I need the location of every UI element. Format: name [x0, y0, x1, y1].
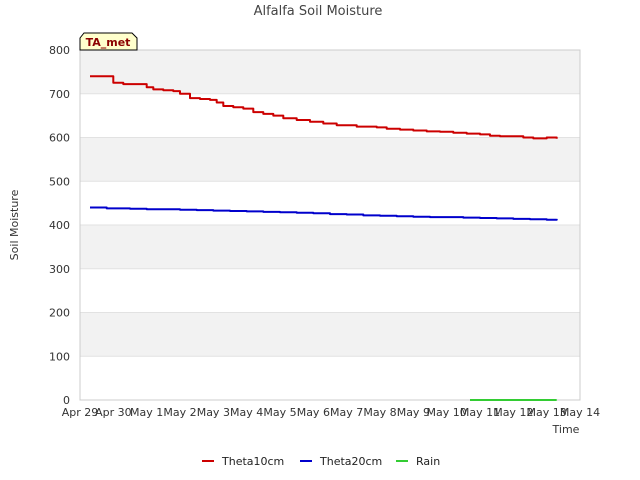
y-tick-label: 800	[49, 44, 70, 57]
series-line-theta10cm	[90, 75, 558, 140]
station-badge-label: TA_met	[86, 36, 131, 49]
station-badge: TA_met	[79, 32, 138, 51]
x-tick-label: May 3	[197, 406, 230, 419]
y-axis-ticks: 0 100 200 300 400 500 600 700 800	[49, 44, 70, 407]
y-tick-label: 400	[49, 219, 70, 232]
y-axis-label: Soil Moisture	[8, 189, 21, 260]
legend-label-theta10cm: Theta10cm	[221, 455, 284, 468]
series-line-theta20cm	[90, 206, 558, 221]
plot-band	[80, 356, 580, 400]
chart-title: Alfalfa Soil Moisture	[254, 4, 383, 19]
plot-band	[80, 225, 580, 269]
x-tick-label: May 13	[527, 406, 567, 419]
x-tick-label: May 9	[397, 406, 430, 419]
legend: Theta10cm Theta20cm Rain	[202, 455, 440, 468]
x-tick-label: May 1	[130, 406, 163, 419]
series-lines	[90, 75, 558, 401]
x-tick-label: May 12	[493, 406, 533, 419]
y-tick-label: 0	[63, 394, 70, 407]
plot-band	[80, 268, 580, 313]
x-tick-label: May 10	[427, 406, 467, 419]
plot-background-bands	[80, 49, 580, 401]
x-tick-label: May 2	[163, 406, 196, 419]
x-tick-label: Apr 29	[62, 406, 99, 419]
y-tick-label: 500	[49, 175, 70, 188]
y-tick-label: 600	[49, 132, 70, 145]
legend-label-rain: Rain	[416, 455, 440, 468]
x-tick-label: May 5	[263, 406, 296, 419]
x-tick-label: Apr 30	[95, 406, 132, 419]
x-tick-label: May 6	[297, 406, 330, 419]
plot-band	[80, 312, 580, 357]
plot-band	[80, 93, 580, 138]
y-tick-label: 200	[49, 307, 70, 320]
x-tick-label: May 7	[330, 406, 363, 419]
plot-band	[80, 137, 580, 182]
y-tick-label: 700	[49, 88, 70, 101]
x-tick-label: May 8	[363, 406, 396, 419]
plot-band	[80, 50, 580, 94]
plot-frame	[79, 49, 581, 401]
y-tick-label: 100	[49, 350, 70, 363]
x-axis-label: Time	[552, 423, 580, 436]
y-tick-label: 300	[49, 263, 70, 276]
x-tick-label: May 11	[460, 406, 500, 419]
x-tick-label: May 14	[560, 406, 600, 419]
station-badge-shape	[79, 32, 138, 51]
legend-label-theta20cm: Theta20cm	[319, 455, 382, 468]
x-tick-label: May 4	[230, 406, 263, 419]
